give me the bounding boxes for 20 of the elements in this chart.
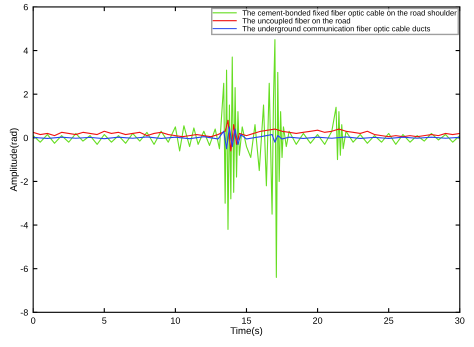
x-tick-label: 25 [384, 317, 394, 324]
x-tick-label: 5 [102, 317, 106, 324]
x-tick-label: 20 [313, 317, 322, 324]
y-tick-label: -8 [20, 309, 28, 316]
y-tick-label: 0 [24, 134, 28, 142]
x-tick-label: 0 [31, 317, 36, 324]
x-axis-title: Time(s) [230, 326, 262, 336]
y-tick-label: -2 [20, 178, 28, 185]
x-tick-label: 15 [242, 317, 252, 324]
line-series [33, 120, 460, 152]
y-tick-label: 2 [24, 91, 28, 98]
y-axis-title: Amplitude(rad) [10, 128, 19, 192]
y-tick-label: -4 [20, 222, 28, 228]
y-tick-label: 4 [24, 48, 28, 54]
y-tick-label: 6 [24, 4, 28, 10]
line-series [33, 39, 460, 278]
line-series [33, 126, 460, 150]
y-tick-label: -6 [20, 266, 28, 272]
x-tick-label: 10 [171, 317, 180, 324]
x-tick-label: 30 [455, 317, 464, 324]
